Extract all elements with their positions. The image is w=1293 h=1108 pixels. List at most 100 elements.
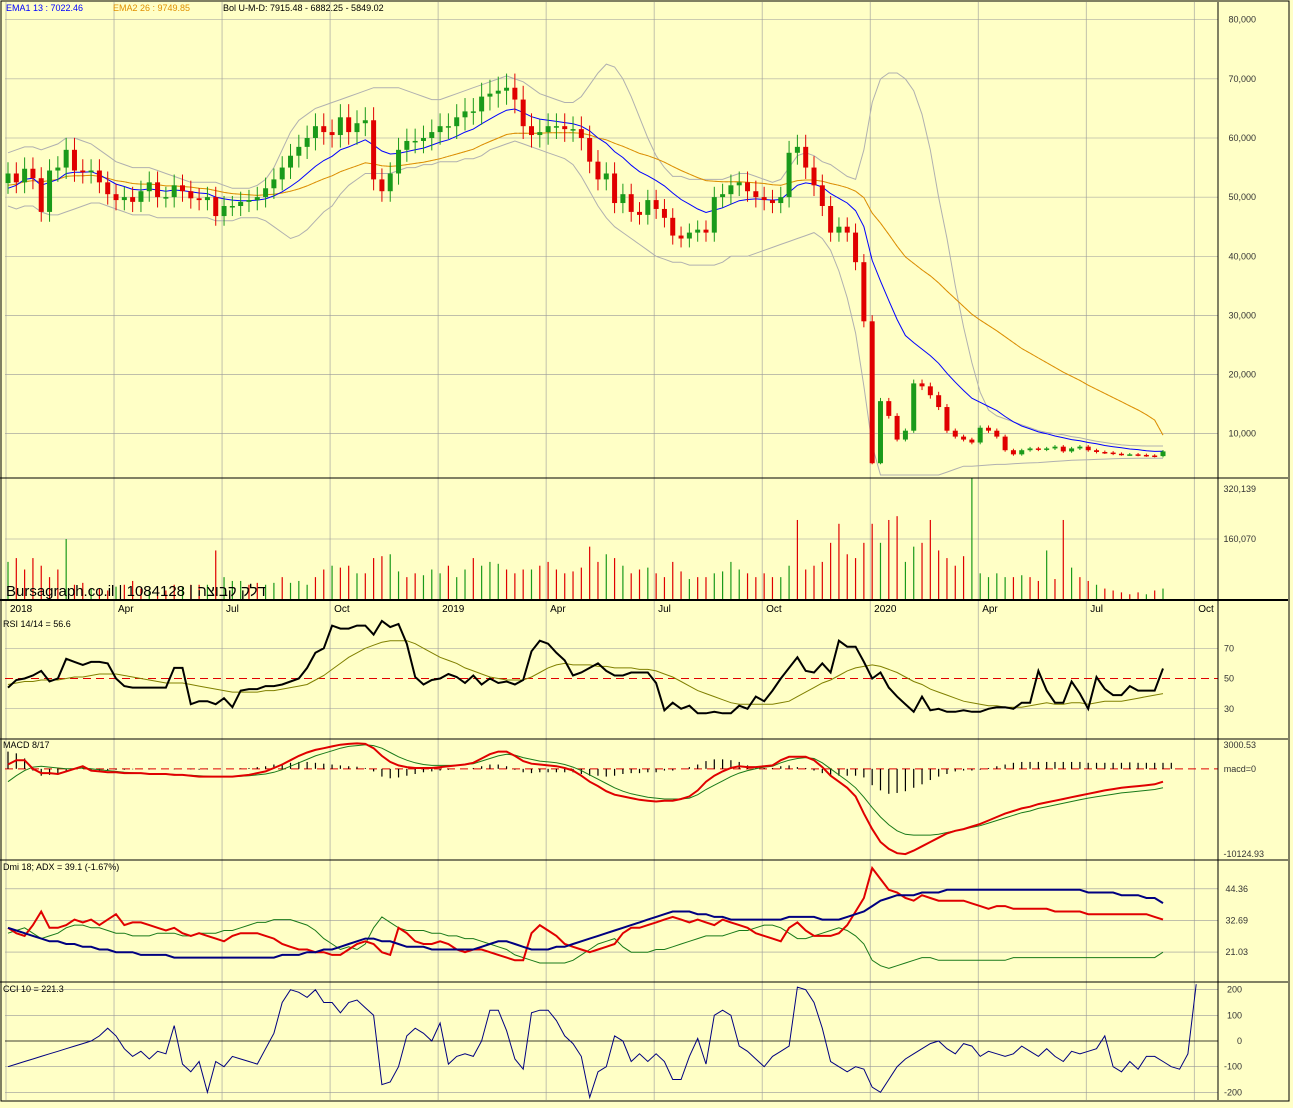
- candle-body-112: [936, 395, 942, 408]
- candle-body-108: [902, 430, 908, 440]
- candle-body-121: [1010, 450, 1016, 455]
- dmi-tick-2: 21.03: [1225, 947, 1248, 957]
- candle-body-43: [362, 120, 368, 124]
- candle-body-42: [354, 123, 360, 133]
- candle-body-49: [412, 140, 418, 143]
- candle-body-65: [545, 126, 551, 133]
- candle-body-75: [628, 194, 634, 212]
- candle-body-83: [695, 229, 701, 233]
- candle-body-116: [969, 439, 975, 443]
- macd-panel[interactable]: [5, 742, 1218, 856]
- candle-body-46: [387, 173, 393, 192]
- candle-body-35: [296, 146, 302, 156]
- candle-body-31: [263, 188, 269, 198]
- candle-body-58: [487, 93, 493, 97]
- candle-body-50: [420, 138, 426, 141]
- volume-panel[interactable]: [7, 478, 1164, 600]
- candle-body-120: [1002, 436, 1008, 451]
- candle-body-56: [470, 111, 476, 113]
- candle-body-47: [396, 149, 402, 174]
- price-tick-6: 20,000: [1228, 370, 1256, 380]
- candle-body-27: [229, 206, 235, 208]
- candle-body-93: [778, 197, 784, 204]
- cci-tick-3: -100: [1224, 1062, 1242, 1072]
- candle-body-95: [794, 146, 800, 153]
- candle-body-88: [736, 182, 742, 186]
- candle-body-128: [1069, 448, 1075, 452]
- x-label-apr-9: Apr: [982, 604, 998, 615]
- candle-body-68: [570, 129, 576, 131]
- candle-body-62: [520, 99, 526, 127]
- x-label-jul-6: Jul: [658, 604, 671, 615]
- candle-body-44: [371, 120, 377, 180]
- candle-body-71: [595, 161, 601, 180]
- candle-body-111: [927, 386, 933, 396]
- candle-body-24: [204, 197, 210, 201]
- rsi-tick-1: 50: [1224, 674, 1234, 684]
- candle-body-69: [578, 129, 584, 138]
- candle-body-11: [96, 170, 102, 183]
- bollinger-upper-line: [7, 63, 1163, 447]
- candle-body-29: [246, 200, 252, 202]
- candle-body-131: [1094, 450, 1100, 452]
- candle-body-10: [88, 170, 94, 173]
- candle-body-48: [404, 140, 410, 150]
- candle-body-107: [894, 415, 900, 440]
- candle-body-66: [553, 126, 559, 128]
- candle-body-100: [836, 226, 842, 233]
- candle-body-19: [163, 197, 169, 199]
- candle-body-137: [1143, 454, 1149, 457]
- cci-line: [7, 984, 1197, 1100]
- candle-body-104: [869, 321, 875, 464]
- macd-line: [7, 742, 1164, 856]
- price-tick-2: 60,000: [1228, 133, 1256, 143]
- candle-body-130: [1085, 446, 1091, 451]
- candle-body-38: [321, 126, 327, 133]
- y-axis-labels: 80,000 70,000 60,000 50,000 40,000 30,000 20,0…: [1223, 15, 1264, 1098]
- candle-body-127: [1060, 446, 1066, 452]
- candle-body-110: [919, 383, 925, 387]
- price-tick-7: 10,000: [1228, 429, 1256, 439]
- price-tick-3: 50,000: [1228, 192, 1256, 202]
- candle-body-15: [130, 197, 136, 202]
- cci-tick-1: 100: [1227, 1010, 1242, 1020]
- cci-panel[interactable]: [7, 984, 1197, 1100]
- candle-body-81: [678, 235, 684, 239]
- candle-body-4: [38, 178, 44, 212]
- candle-body-102: [853, 232, 859, 263]
- rsi-line: [7, 619, 1164, 715]
- candle-body-106: [886, 401, 892, 416]
- candle-body-84: [703, 229, 709, 233]
- rsi-panel[interactable]: [5, 619, 1218, 715]
- candle-body-73: [612, 173, 618, 204]
- grid-lines: [5, 2, 1218, 1100]
- price-panel[interactable]: [5, 63, 1166, 476]
- candle-body-33: [279, 167, 285, 180]
- candle-body-92: [769, 200, 775, 204]
- candle-body-23: [196, 198, 202, 201]
- candle-body-139: [1160, 451, 1166, 457]
- candle-body-86: [720, 194, 726, 198]
- candle-body-90: [753, 191, 759, 198]
- macd-tick-max: 3000.53: [1223, 740, 1256, 750]
- candle-body-129: [1077, 446, 1083, 449]
- adx-line: [7, 888, 1164, 959]
- candle-body-20: [171, 185, 177, 198]
- candle-body-57: [479, 96, 485, 112]
- candle-body-18: [155, 182, 161, 198]
- rsi-signal-line: [7, 640, 1164, 708]
- candle-body-7: [63, 149, 69, 168]
- candle-body-39: [329, 132, 335, 136]
- candle-body-8: [71, 149, 77, 171]
- candle-body-13: [113, 194, 119, 201]
- candle-body-79: [661, 208, 667, 218]
- candle-body-52: [437, 126, 443, 133]
- ema2-line: [7, 132, 1164, 436]
- dmi-panel[interactable]: [7, 865, 1164, 969]
- candle-body-51: [429, 132, 435, 138]
- rsi-label: RSI 14/14 = 56.6: [3, 619, 71, 629]
- x-label-2020-8: 2020: [874, 604, 897, 615]
